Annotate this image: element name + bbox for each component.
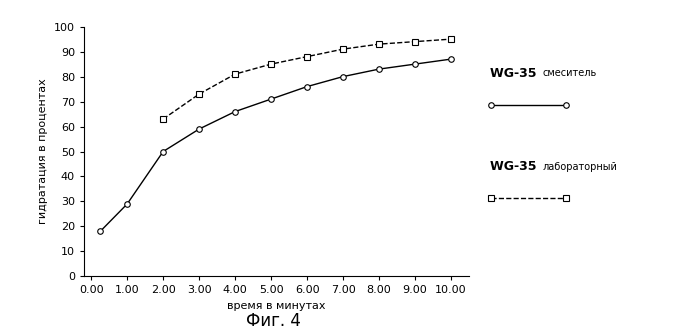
Text: WG-35: WG-35 — [490, 160, 541, 173]
Line: WG-35 лабораторный: WG-35 лабораторный — [160, 36, 454, 122]
WG-35 лабораторный — [159, 117, 167, 121]
X-axis label: время в минутах: время в минутах — [228, 301, 326, 311]
WG-35 смеситель — [231, 110, 239, 114]
WG-35 лабораторный — [374, 42, 383, 46]
WG-35 лабораторный — [267, 62, 275, 66]
WG-35 лабораторный — [195, 92, 203, 96]
WG-35 лабораторный — [231, 72, 239, 76]
WG-35 смеситель — [339, 75, 347, 79]
Text: смеситель: смеситель — [542, 68, 596, 78]
Text: Фиг. 4: Фиг. 4 — [246, 312, 300, 330]
Y-axis label: гидратация в процентах: гидратация в процентах — [38, 79, 48, 224]
WG-35 смеситель — [123, 202, 132, 206]
WG-35 смеситель — [159, 150, 167, 154]
WG-35 лабораторный — [339, 47, 347, 51]
WG-35 смеситель — [195, 127, 203, 131]
WG-35 смеситель — [96, 229, 104, 233]
WG-35 лабораторный — [411, 40, 419, 44]
WG-35 смеситель — [374, 67, 383, 71]
WG-35 лабораторный — [303, 55, 312, 59]
WG-35 смеситель — [447, 57, 455, 61]
Text: WG-35: WG-35 — [490, 67, 541, 80]
Line: WG-35 смеситель: WG-35 смеситель — [97, 56, 454, 234]
WG-35 смеситель — [267, 97, 275, 101]
WG-35 смеситель — [411, 62, 419, 66]
WG-35 лабораторный — [447, 37, 455, 41]
WG-35 смеситель — [303, 85, 312, 89]
Text: лабораторный: лабораторный — [542, 162, 617, 171]
